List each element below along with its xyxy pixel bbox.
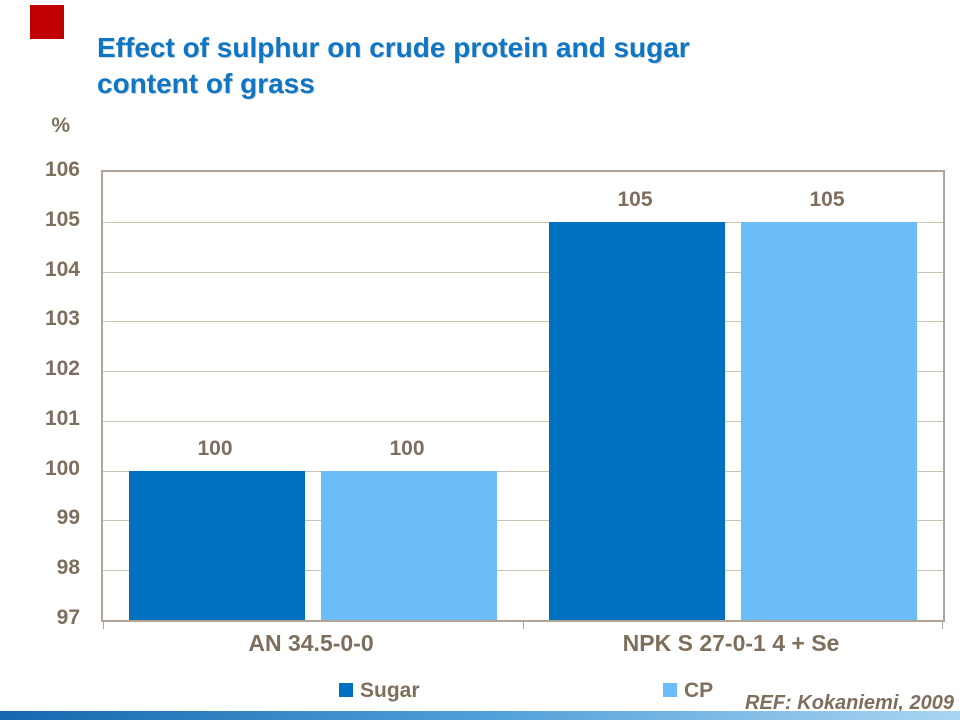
bar-cp-1 xyxy=(321,471,497,620)
chart-plot-area xyxy=(101,170,945,629)
gridline-103 xyxy=(103,321,943,322)
y-tick-label-99: 99 xyxy=(56,506,80,529)
x-category-label-2: NPK S 27-0-1 4 + Se xyxy=(622,630,840,656)
bar-value-label: 100 xyxy=(197,437,233,460)
legend-swatch-cp xyxy=(663,683,677,697)
legend-label-cp: CP xyxy=(684,679,714,702)
slide-title: Effect of sulphur on crude protein and s… xyxy=(97,30,857,102)
gridline-102 xyxy=(103,371,943,372)
gridline-98 xyxy=(103,570,943,571)
y-tick-label-103: 103 xyxy=(44,307,80,330)
slide-title-line-1: Effect of sulphur on crude protein and s… xyxy=(97,32,690,63)
y-tick-label-97: 97 xyxy=(56,606,80,629)
bar-value-label: 105 xyxy=(809,188,845,211)
y-tick-label-105: 105 xyxy=(44,208,80,231)
gridline-104 xyxy=(103,272,943,273)
template-accent-square xyxy=(30,5,64,39)
x-axis-tick-2 xyxy=(942,622,943,629)
legend-swatch-sugar xyxy=(339,683,353,697)
legend-label-sugar: Sugar xyxy=(360,679,420,702)
y-tick-label-102: 102 xyxy=(44,357,80,380)
bar-cp-2 xyxy=(741,222,917,620)
y-tick-label-106: 106 xyxy=(44,158,80,181)
bar-sugar-2 xyxy=(549,222,725,620)
template-footer-bar xyxy=(0,711,960,720)
slide-title-line-2: content of grass xyxy=(97,68,315,99)
x-axis-tick-1 xyxy=(523,622,524,629)
gridline-99 xyxy=(103,520,943,521)
legend-item-sugar: Sugar xyxy=(339,679,420,702)
gridline-105 xyxy=(103,222,943,223)
y-tick-label-104: 104 xyxy=(44,258,80,281)
bar-value-label: 100 xyxy=(389,437,425,460)
gridline-101 xyxy=(103,421,943,422)
y-axis-unit-label: % xyxy=(51,114,70,137)
legend-item-cp: CP xyxy=(663,679,714,702)
gridline-100 xyxy=(103,471,943,472)
reference-note: REF: Kokaniemi, 2009 xyxy=(745,692,954,714)
y-tick-label-98: 98 xyxy=(56,556,80,579)
y-tick-label-101: 101 xyxy=(44,407,80,430)
bar-sugar-1 xyxy=(129,471,305,620)
bar-value-label: 105 xyxy=(617,188,653,211)
y-tick-label-100: 100 xyxy=(44,457,80,480)
x-axis-tick-0 xyxy=(103,622,104,629)
x-category-label-1: AN 34.5-0-0 xyxy=(248,630,374,656)
